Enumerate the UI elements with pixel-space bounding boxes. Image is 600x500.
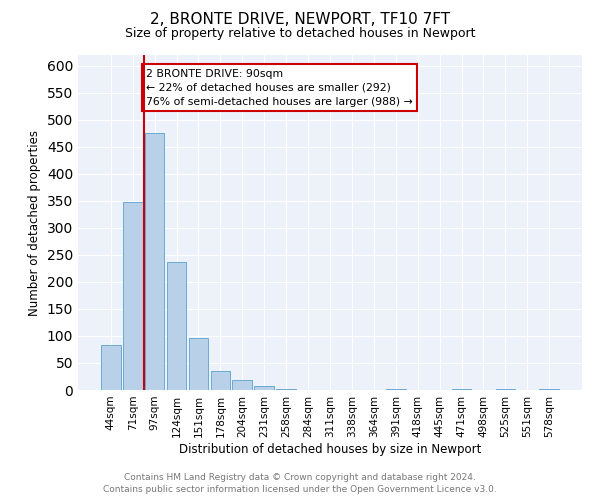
Bar xyxy=(123,202,143,390)
Bar xyxy=(211,371,230,390)
Bar xyxy=(386,389,406,390)
Bar xyxy=(188,338,208,390)
Bar xyxy=(276,389,296,390)
Text: Contains HM Land Registry data © Crown copyright and database right 2024.
Contai: Contains HM Land Registry data © Crown c… xyxy=(103,473,497,494)
Y-axis label: Number of detached properties: Number of detached properties xyxy=(28,130,41,316)
Bar xyxy=(539,389,559,390)
Text: 2 BRONTE DRIVE: 90sqm
← 22% of detached houses are smaller (292)
76% of semi-det: 2 BRONTE DRIVE: 90sqm ← 22% of detached … xyxy=(146,68,413,106)
Bar xyxy=(232,380,252,390)
Bar xyxy=(254,386,274,390)
Bar xyxy=(101,345,121,390)
Text: Size of property relative to detached houses in Newport: Size of property relative to detached ho… xyxy=(125,28,475,40)
Bar xyxy=(145,133,164,390)
Bar xyxy=(452,389,472,390)
Bar xyxy=(496,389,515,390)
X-axis label: Distribution of detached houses by size in Newport: Distribution of detached houses by size … xyxy=(179,442,481,456)
Bar xyxy=(167,262,187,390)
Text: 2, BRONTE DRIVE, NEWPORT, TF10 7FT: 2, BRONTE DRIVE, NEWPORT, TF10 7FT xyxy=(150,12,450,28)
